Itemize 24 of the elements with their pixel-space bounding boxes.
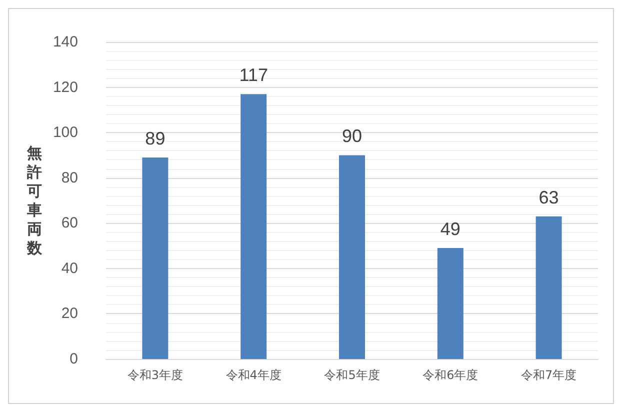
bar: [437, 248, 464, 359]
x-tick-label: 令和6年度: [422, 368, 478, 382]
bar: [240, 94, 267, 359]
bar: [142, 157, 168, 359]
y-tick-label: 120: [52, 78, 78, 96]
bar: [536, 216, 562, 359]
data-label: 117: [239, 65, 268, 86]
x-tick-label: 令和7年度: [520, 368, 577, 382]
data-label: 49: [440, 219, 460, 240]
data-label: 63: [538, 187, 559, 208]
x-tick-label: 令和5年度: [324, 368, 380, 382]
y-axis-title: 無許可車両数: [26, 144, 43, 257]
x-tick-label: 令和3年度: [127, 368, 184, 382]
y-tick-label: 20: [61, 305, 78, 322]
y-tick-label: 0: [70, 350, 78, 368]
x-tick-label: 令和4年度: [226, 368, 282, 382]
y-tick-label: 60: [61, 214, 78, 232]
y-tick-label: 140: [52, 34, 78, 50]
bar: [339, 155, 365, 359]
data-label: 89: [145, 128, 166, 148]
y-tick-label: 80: [61, 169, 78, 186]
y-tick-label: 100: [52, 124, 78, 142]
y-tick-label: 40: [61, 260, 78, 277]
data-label: 90: [342, 126, 362, 146]
